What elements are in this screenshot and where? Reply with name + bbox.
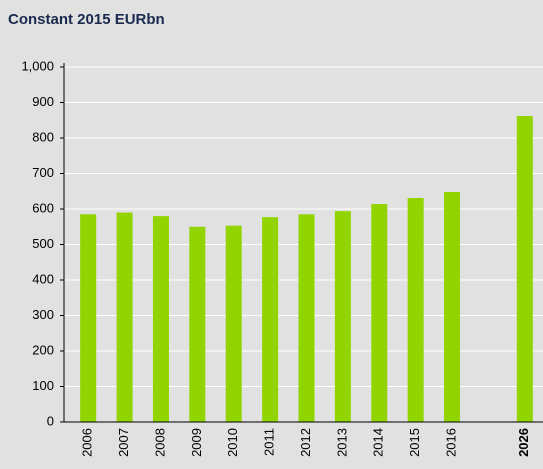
bar: [298, 214, 315, 422]
y-tick-label: 500: [32, 236, 54, 251]
y-tick-label: 600: [32, 200, 54, 215]
x-tick-label: 2012: [298, 428, 313, 457]
bar: [407, 197, 424, 422]
bar: [334, 211, 351, 422]
x-tick-label: 2013: [334, 428, 349, 457]
x-tick-label: 2007: [116, 428, 131, 457]
bar: [116, 212, 133, 422]
bar: [516, 115, 533, 423]
y-tick-label: 1,000: [21, 58, 54, 73]
bar: [444, 191, 461, 422]
x-tick-label: 2016: [443, 428, 458, 457]
x-tick-label: 2010: [225, 428, 240, 457]
x-tick-label: 2011: [262, 428, 277, 456]
bar: [152, 216, 169, 422]
y-tick-label: 0: [47, 413, 54, 428]
bar: [225, 225, 242, 422]
bar: [262, 217, 279, 422]
x-tick-label: 2008: [152, 428, 167, 457]
x-tick-label: 2026: [516, 428, 531, 457]
x-tick-label: 2006: [80, 428, 95, 457]
y-tick-label: 300: [32, 307, 54, 322]
y-tick-label: 800: [32, 129, 54, 144]
y-tick-label: 100: [32, 378, 54, 393]
bar: [80, 214, 97, 422]
bar: [189, 226, 206, 422]
x-tick-label: 2014: [371, 428, 386, 457]
x-tick-label: 2015: [407, 428, 422, 457]
y-tick-label: 400: [32, 271, 54, 286]
x-tick-label: 2009: [189, 428, 204, 457]
y-tick-label: 200: [32, 342, 54, 357]
y-tick-label: 900: [32, 94, 54, 109]
bar: [371, 204, 388, 422]
chart-title: Constant 2015 EURbn: [8, 11, 165, 28]
y-tick-label: 700: [32, 165, 54, 180]
